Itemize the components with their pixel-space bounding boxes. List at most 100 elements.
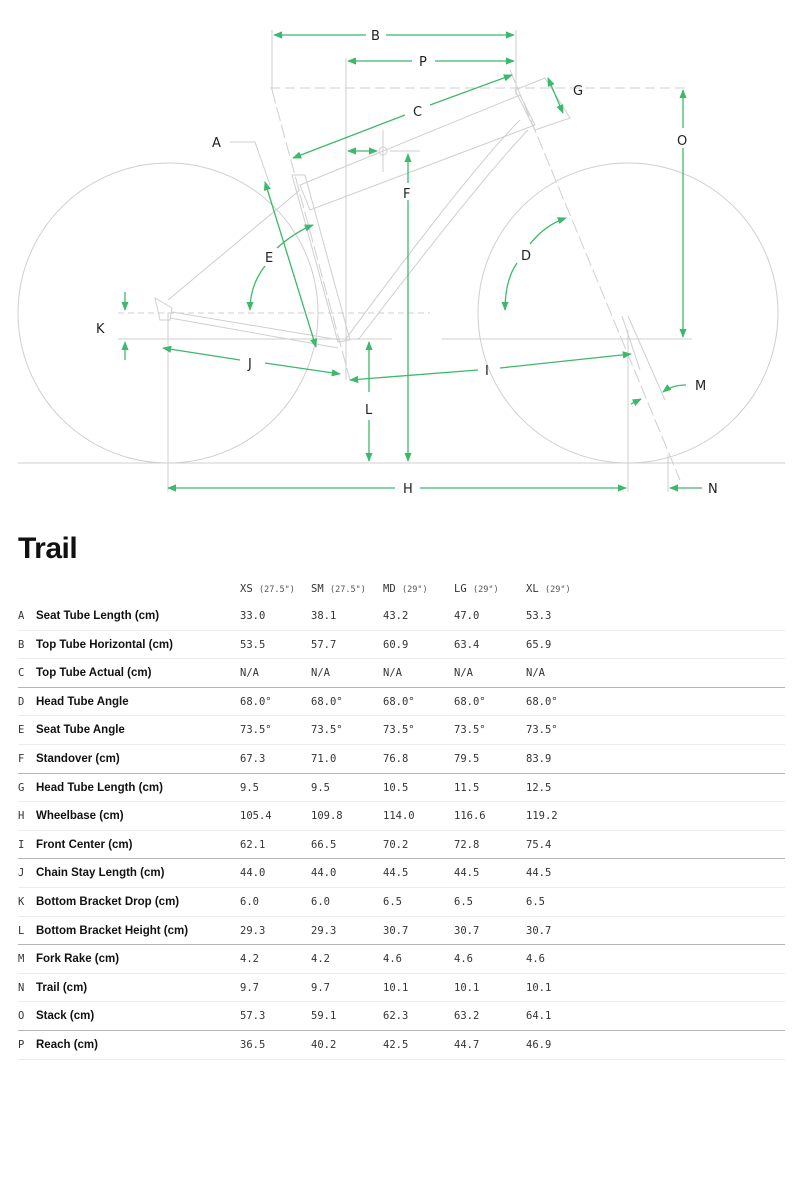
- cell-value: 62.3: [383, 1010, 409, 1023]
- dim-label-g: G: [573, 84, 583, 99]
- cell-value: 10.1: [383, 981, 409, 994]
- cell-value: 44.5: [383, 867, 409, 880]
- dim-label-m: M: [695, 379, 706, 394]
- cell-value: 114.0: [383, 810, 415, 823]
- cell-value: 12.5: [526, 781, 552, 794]
- cell-value: 71.0: [311, 752, 337, 765]
- dim-label-d: D: [521, 249, 531, 264]
- dim-label-f: F: [403, 187, 410, 202]
- dim-label-e: E: [265, 251, 273, 266]
- row-label: Bottom Bracket Drop (cm): [36, 895, 180, 908]
- cell-value: 65.9: [526, 638, 552, 651]
- row-label: Trail (cm): [36, 981, 88, 994]
- cell-value: 33.0: [240, 610, 266, 622]
- cell-value: 44.7: [454, 1038, 480, 1051]
- table-row: B Top Tube Horizontal (cm) 53.5 57.7 60.9 63.…: [18, 631, 785, 660]
- row-letter: K: [18, 895, 25, 908]
- cell-value: 44.5: [454, 867, 480, 880]
- cell-value: N/A: [454, 667, 473, 680]
- dim-label-p: P: [419, 55, 427, 70]
- cell-value: N/A: [383, 667, 402, 680]
- cell-value: 76.8: [383, 752, 409, 765]
- cell-value: 75.4: [526, 838, 552, 851]
- cell-value: N/A: [240, 667, 259, 680]
- cell-value: 30.7: [454, 924, 480, 937]
- row-label: Seat Tube Length (cm): [36, 610, 160, 622]
- cell-value: 109.8: [311, 810, 343, 823]
- cell-value: 44.0: [240, 867, 266, 880]
- cell-value: 6.5: [526, 895, 545, 908]
- cell-value: 79.5: [454, 752, 480, 765]
- column-header-xl: XL (29"): [526, 583, 571, 595]
- cell-value: 44.5: [526, 867, 552, 880]
- cell-value: 6.0: [240, 895, 259, 908]
- cell-value: 47.0: [454, 610, 480, 622]
- cell-value: 68.0°: [383, 695, 415, 708]
- cell-value: 73.5°: [240, 724, 272, 737]
- cell-value: 4.2: [311, 953, 330, 966]
- dim-label-o: O: [677, 134, 687, 149]
- cell-value: 105.4: [240, 810, 272, 823]
- dim-label-i: I: [485, 364, 489, 379]
- table-row: C Top Tube Actual (cm) N/A N/A N/A N/A N/A: [18, 659, 785, 688]
- row-label: Bottom Bracket Height (cm): [36, 924, 189, 937]
- cell-value: 67.3: [240, 752, 266, 765]
- cell-value: 73.5°: [454, 724, 486, 737]
- column-header-sm: SM (27.5"): [311, 583, 366, 595]
- cell-value: 43.2: [383, 610, 409, 622]
- cell-value: 4.2: [240, 953, 259, 966]
- cell-value: 53.5: [240, 638, 266, 651]
- table-header: XS (27.5") SM (27.5") MD (29") LG (29") …: [18, 578, 785, 602]
- row-letter: L: [18, 924, 25, 937]
- cell-value: 73.5°: [383, 724, 415, 737]
- row-label: Head Tube Angle: [36, 695, 129, 708]
- table-row: G Head Tube Length (cm) 9.5 9.5 10.5 11.5 12.5: [18, 774, 785, 803]
- cell-value: 70.2: [383, 838, 409, 851]
- dim-label-c: C: [413, 105, 422, 120]
- column-header-md: MD (29"): [383, 583, 428, 595]
- cell-value: 4.6: [454, 953, 473, 966]
- table-row: N Trail (cm) 9.7 9.7 10.1 10.1 10.1: [18, 974, 785, 1003]
- cell-value: 9.7: [240, 981, 259, 994]
- cell-value: 42.5: [383, 1038, 409, 1051]
- row-label: Top Tube Actual (cm): [36, 667, 152, 680]
- dim-label-b: B: [371, 29, 380, 44]
- table-row: F Standover (cm) 67.3 71.0 76.8 79.5 83.9: [18, 745, 785, 774]
- dim-label-l: L: [365, 403, 373, 418]
- cell-value: 30.7: [383, 924, 409, 937]
- row-label: Fork Rake (cm): [36, 953, 120, 966]
- row-letter: H: [18, 810, 25, 823]
- cell-value: 29.3: [311, 924, 337, 937]
- cell-value: 46.9: [526, 1038, 552, 1051]
- dim-label-n: N: [708, 482, 718, 497]
- cell-value: 44.0: [311, 867, 337, 880]
- dim-label-h: H: [403, 482, 413, 497]
- cell-value: 10.1: [526, 981, 552, 994]
- row-letter: G: [18, 781, 25, 794]
- row-letter: J: [18, 867, 25, 880]
- cell-value: 68.0°: [311, 695, 343, 708]
- table-row: E Seat Tube Angle 73.5° 73.5° 73.5° 73.5° 73.5…: [18, 716, 785, 745]
- cell-value: 9.5: [311, 781, 330, 794]
- column-header-xs: XS (27.5"): [240, 583, 295, 595]
- cell-value: 10.5: [383, 781, 409, 794]
- table-row: K Bottom Bracket Drop (cm) 6.0 6.0 6.5 6.5 6.5: [18, 888, 785, 917]
- dim-label-k: K: [96, 322, 105, 337]
- cell-value: 6.5: [454, 895, 473, 908]
- column-header-lg: LG (29"): [454, 583, 499, 595]
- cell-value: N/A: [526, 667, 545, 680]
- row-letter: N: [18, 981, 25, 994]
- bike-geometry-diagram: B P C G A O F E D K J I M L H N: [17, 29, 785, 497]
- cell-value: 10.1: [454, 981, 480, 994]
- cell-value: 116.6: [454, 810, 486, 823]
- cell-value: N/A: [311, 667, 330, 680]
- cell-value: 38.1: [311, 610, 337, 622]
- table-row: D Head Tube Angle 68.0° 68.0° 68.0° 68.0° 68.0…: [18, 688, 785, 717]
- dim-label-a: A: [212, 136, 221, 151]
- cell-value: 53.3: [526, 610, 552, 622]
- row-letter: E: [18, 724, 25, 737]
- cell-value: 66.5: [311, 838, 337, 851]
- table-row: L Bottom Bracket Height (cm) 29.3 29.3 30.7 3…: [18, 917, 785, 946]
- row-letter: O: [18, 1010, 25, 1023]
- cell-value: 68.0°: [240, 695, 272, 708]
